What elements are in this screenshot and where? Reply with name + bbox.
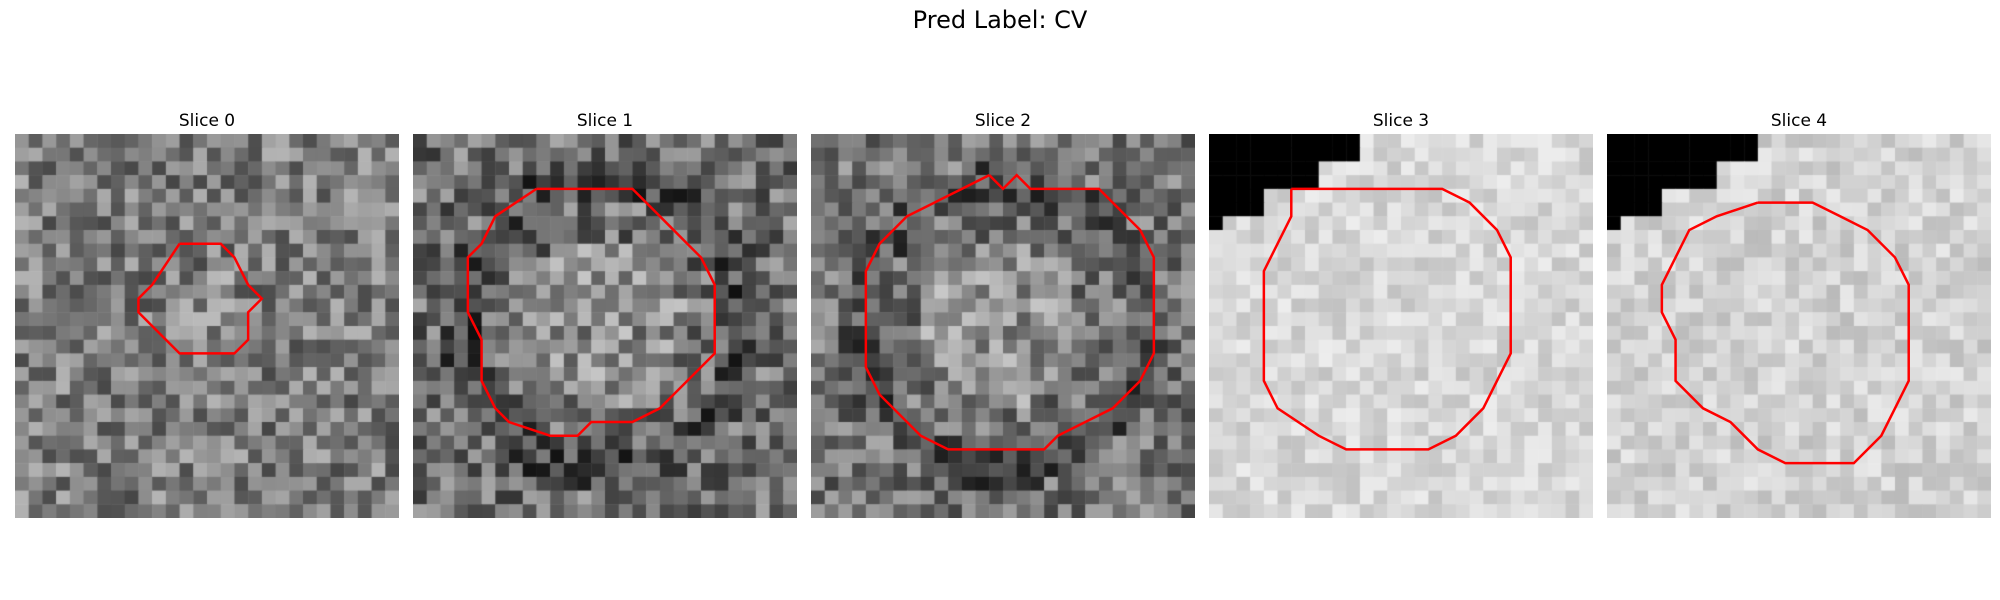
- slice-image-0: [15, 134, 399, 518]
- slice-title-4: Slice 4: [1607, 108, 1991, 134]
- slice-image-1: [413, 134, 797, 518]
- slice-panel-2: Slice 2: [811, 108, 1195, 518]
- slice-title-0: Slice 0: [15, 108, 399, 134]
- slice-title-3: Slice 3: [1209, 108, 1593, 134]
- slice-panel-4: Slice 4: [1607, 108, 1991, 518]
- slice-image-2: [811, 134, 1195, 518]
- figure-title: Pred Label: CV: [0, 6, 2000, 34]
- slice-title-1: Slice 1: [413, 108, 797, 134]
- slice-panel-1: Slice 1: [413, 108, 797, 518]
- slice-image-3: [1209, 134, 1593, 518]
- slice-image-4: [1607, 134, 1991, 518]
- slice-panel-0: Slice 0: [15, 108, 399, 518]
- slice-panel-3: Slice 3: [1209, 108, 1593, 518]
- slice-title-2: Slice 2: [811, 108, 1195, 134]
